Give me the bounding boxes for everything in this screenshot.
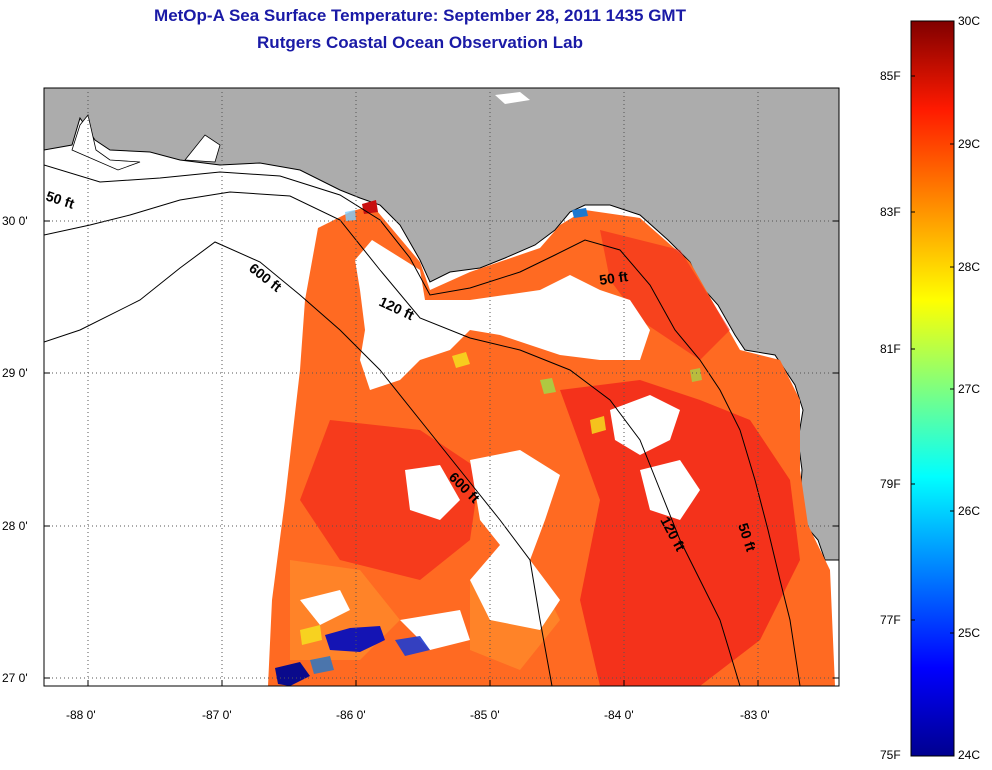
lon-label: -87 0' — [202, 708, 232, 722]
colorbar-c-label: 26C — [958, 504, 981, 518]
colorbar-f-label: 77F — [880, 613, 901, 627]
colorbar-f-label: 83F — [880, 205, 901, 219]
lat-label: 29 0' — [2, 366, 28, 380]
map-subtitle: Rutgers Coastal Ocean Observation Lab — [257, 33, 583, 52]
contour-label-50ft: 50 ft — [598, 268, 629, 288]
lon-label: -86 0' — [336, 708, 366, 722]
colorbar-ticks — [911, 75, 954, 634]
lat-label: 30 0' — [2, 214, 28, 228]
bay-inlet — [184, 134, 221, 163]
graticule — [44, 88, 839, 686]
colorbar-c-label: 24C — [958, 748, 981, 762]
axis-ticks — [44, 220, 839, 686]
contour-120ft — [44, 191, 741, 686]
colorbar-c-label: 29C — [958, 137, 981, 151]
colorbar-c-label: 30C — [958, 14, 981, 28]
colorbar-c-label: 25C — [958, 626, 981, 640]
colorbar-c-label: 27C — [958, 382, 981, 396]
lake — [495, 92, 530, 104]
lat-label: 28 0' — [2, 519, 28, 533]
colorbar-c-label: 28C — [958, 260, 981, 274]
map-title: MetOp-A Sea Surface Temperature: Septemb… — [154, 6, 686, 25]
contour-50ft — [44, 164, 801, 686]
colorbar-f-label: 79F — [880, 477, 901, 491]
colorbar-f-label: 81F — [880, 342, 901, 356]
lon-label: -85 0' — [470, 708, 500, 722]
lon-label: -88 0' — [66, 708, 96, 722]
contour-600ft — [44, 241, 553, 686]
colorbar-f-label: 75F — [880, 748, 901, 762]
bay-inlet — [71, 114, 141, 171]
lat-label: 27 0' — [2, 671, 28, 685]
land-mass — [44, 88, 839, 561]
colorbar-f-label: 85F — [880, 69, 901, 83]
lon-label: -83 0' — [740, 708, 770, 722]
lon-label: -84 0' — [604, 708, 634, 722]
colorbar — [910, 20, 955, 757]
